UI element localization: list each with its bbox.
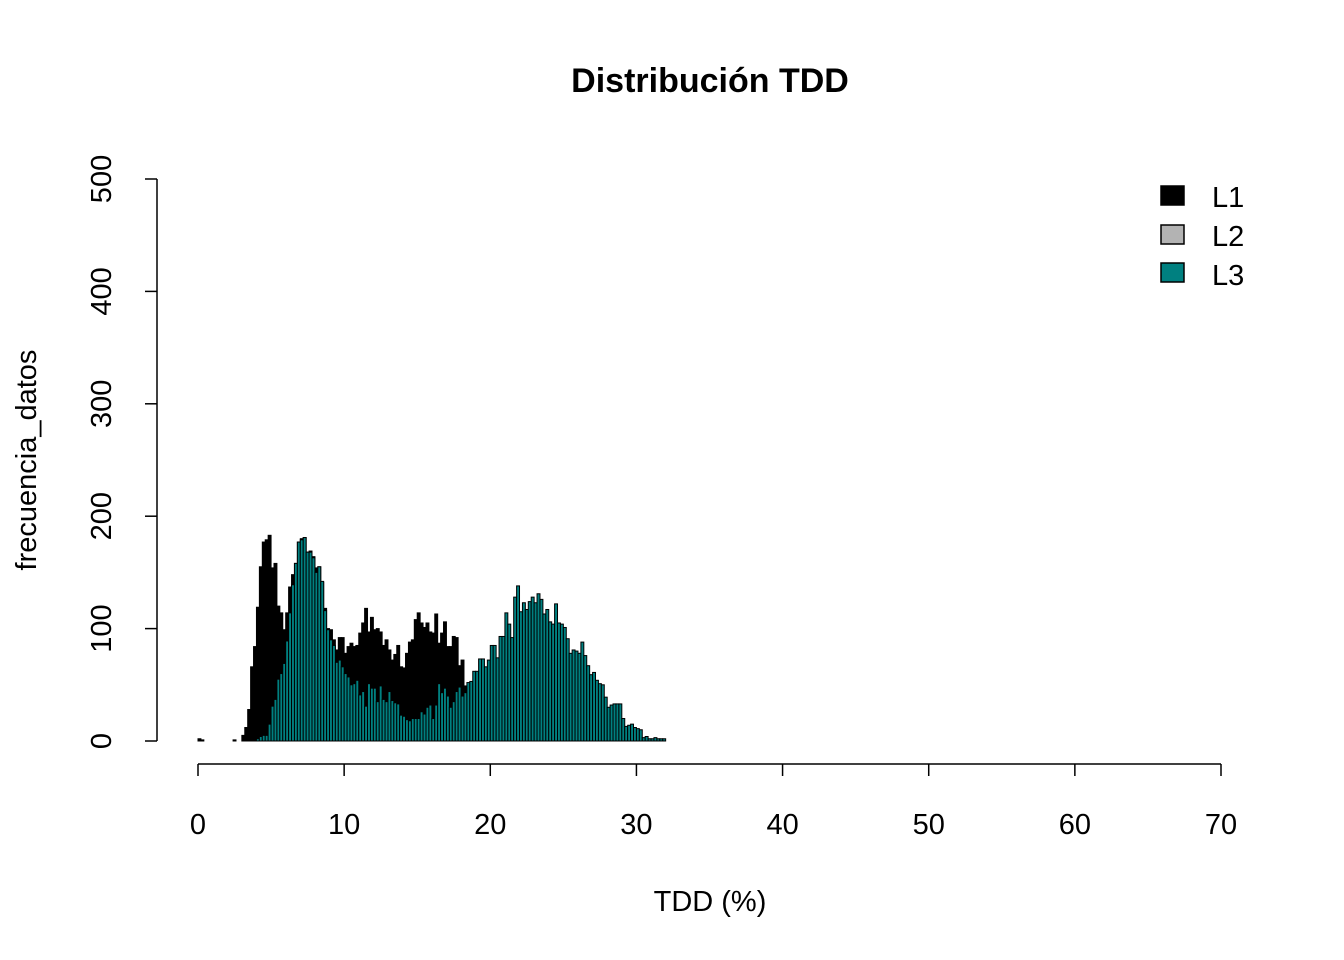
- legend: L1 L2 L3: [1160, 182, 1244, 292]
- legend-label-l1: L1: [1212, 182, 1244, 214]
- x-tick-label: 30: [620, 809, 652, 841]
- y-tick-label: 400: [86, 267, 118, 315]
- chart-title: Distribución TDD: [571, 62, 849, 100]
- x-tick-label: 50: [913, 809, 945, 841]
- y-tick-label: 0: [86, 733, 118, 749]
- bar-l3: [638, 729, 643, 742]
- y-axis: 0 100 200 300 400 500: [86, 155, 158, 749]
- x-tick-label: 20: [474, 809, 506, 841]
- x-tick-label: 10: [328, 809, 360, 841]
- bar-l1: [232, 739, 237, 742]
- x-axis: 0 10 20 30 40 50 60 70: [190, 763, 1237, 841]
- bar-l1: [200, 739, 205, 742]
- legend-label-l2: L2: [1212, 221, 1244, 253]
- y-tick-label: 300: [86, 380, 118, 428]
- legend-swatch-l3: [1160, 262, 1185, 283]
- x-tick-label: 70: [1205, 809, 1237, 841]
- y-tick-label: 100: [86, 604, 118, 652]
- legend-swatch-l1: [1160, 185, 1185, 206]
- x-tick-label: 40: [766, 809, 798, 841]
- y-tick-label: 200: [86, 492, 118, 540]
- y-tick-label: 500: [86, 155, 118, 203]
- x-tick-label: 60: [1059, 809, 1091, 841]
- bars: [197, 534, 667, 742]
- legend-swatch-l2: [1160, 224, 1185, 245]
- x-tick-label: 0: [190, 809, 206, 841]
- series-l3: [255, 537, 667, 742]
- bar-l3: [662, 738, 667, 742]
- legend-label-l3: L3: [1212, 260, 1244, 292]
- x-axis-label: TDD (%): [654, 886, 767, 918]
- y-axis-label: frecuencia_datos: [11, 350, 43, 571]
